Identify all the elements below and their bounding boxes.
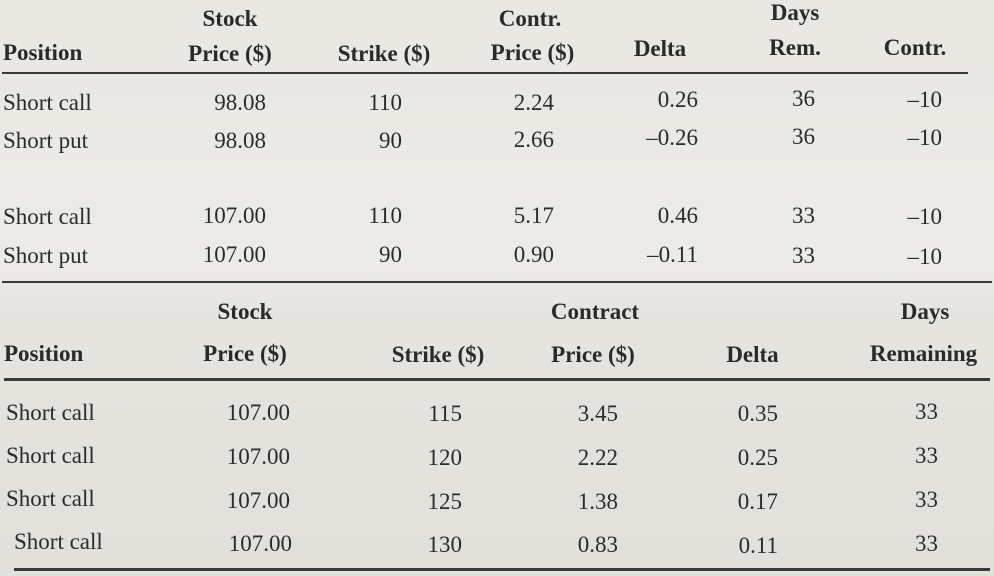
- options-table-1: Position Stock Price ($) Strike ($) Cont…: [0, 0, 994, 285]
- header-position: Position: [3, 40, 83, 65]
- cell-stock-price: 98.08: [214, 90, 266, 115]
- cell-contr-price: 0.90: [513, 242, 554, 267]
- header-rule: [2, 72, 968, 74]
- cell-days-remaining: 33: [915, 399, 938, 424]
- header-stock-top: Stock: [217, 299, 273, 324]
- cell-strike: 120: [427, 445, 463, 470]
- header-strike: Strike ($): [337, 41, 431, 66]
- header-strike: Strike ($): [391, 342, 485, 367]
- cell-position: Short call: [14, 529, 103, 554]
- table-bottom-rule: [2, 281, 992, 283]
- cell-stock-price: 107.00: [226, 488, 290, 513]
- cell-position: Short call: [3, 204, 92, 229]
- cell-stock-price: 107.00: [202, 242, 266, 267]
- cell-contr-price: 2.66: [513, 127, 554, 152]
- cell-contr-price: 5.17: [513, 203, 554, 228]
- cell-position: Short call: [3, 90, 92, 115]
- header-contracts: Contr.: [883, 35, 947, 60]
- header-delta: Delta: [726, 342, 779, 367]
- header-days-bottom: Rem.: [769, 35, 821, 60]
- header-contract-price-top: Contract: [550, 299, 640, 324]
- cell-contracts: –10: [907, 87, 943, 112]
- cell-position: Short put: [3, 243, 88, 268]
- cell-strike: 125: [427, 489, 463, 514]
- cell-delta: 0.11: [738, 533, 778, 558]
- header-stock-bottom: Price ($): [203, 341, 287, 366]
- cell-position: Short call: [6, 443, 95, 468]
- header-days-top: Days: [900, 299, 950, 324]
- cell-contracts: –10: [907, 125, 943, 150]
- cell-days-remaining: 33: [792, 243, 815, 268]
- header-position: Position: [4, 341, 84, 366]
- cell-contracts: –10: [907, 244, 943, 269]
- cell-delta: –0.26: [646, 125, 698, 150]
- cell-stock-price: 107.00: [226, 400, 290, 425]
- cell-days-remaining: 33: [915, 487, 938, 512]
- options-table-2: Position Stock Price ($) Strike ($) Cont…: [0, 285, 994, 576]
- cell-position: Short put: [3, 128, 88, 153]
- header-stock-top: Stock: [202, 6, 258, 31]
- header-contr-price-top: Contr.: [498, 6, 562, 31]
- header-stock-bottom: Price ($): [188, 41, 272, 66]
- cell-delta: 0.35: [737, 401, 778, 426]
- cell-delta: 0.46: [657, 203, 698, 228]
- cell-contracts: –10: [907, 204, 943, 229]
- cell-days-remaining: 33: [792, 203, 815, 228]
- cell-contract-price: 1.38: [577, 489, 618, 514]
- header-days-top: Days: [770, 0, 820, 25]
- cell-strike: 110: [368, 203, 402, 228]
- cell-strike: 130: [427, 532, 463, 557]
- cell-contr-price: 2.24: [513, 90, 554, 115]
- cell-delta: 0.17: [737, 489, 778, 514]
- cell-stock-price: 107.00: [226, 444, 290, 469]
- header-days-bottom: Remaining: [869, 341, 978, 366]
- cell-stock-price: 107.00: [228, 531, 292, 556]
- cell-days-remaining: 33: [915, 443, 938, 468]
- header-delta: Delta: [633, 36, 687, 61]
- cell-contract-price: 3.45: [577, 401, 618, 426]
- cell-position: Short call: [6, 486, 95, 511]
- cell-stock-price: 107.00: [202, 203, 266, 228]
- cell-strike: 90: [379, 128, 402, 153]
- cell-position: Short call: [6, 400, 95, 425]
- header-contr-price-bottom: Price ($): [490, 40, 575, 65]
- cell-days-remaining: 36: [792, 86, 815, 111]
- cell-contract-price: 2.22: [577, 445, 618, 470]
- cell-delta: 0.25: [737, 445, 778, 470]
- cell-stock-price: 98.08: [214, 128, 266, 153]
- cell-strike: 110: [368, 90, 402, 115]
- header-contract-price-bottom: Price ($): [551, 342, 635, 367]
- cell-contract-price: 0.83: [577, 532, 618, 557]
- header-rule: [4, 378, 990, 381]
- cell-delta: –0.11: [647, 242, 698, 267]
- cell-delta: 0.26: [657, 87, 698, 112]
- table-bottom-rule: [14, 568, 990, 571]
- cell-strike: 115: [428, 401, 462, 426]
- cell-strike: 90: [379, 242, 402, 267]
- cell-days-remaining: 36: [792, 124, 815, 149]
- cell-days-remaining: 33: [915, 531, 938, 556]
